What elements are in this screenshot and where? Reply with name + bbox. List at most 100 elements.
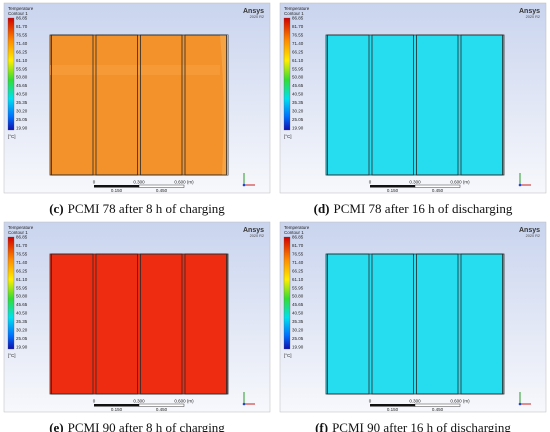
scale-bar — [94, 185, 139, 188]
legend-value: 86.85 — [16, 16, 28, 21]
legend-value: 81.70 — [292, 24, 304, 29]
brand-version: 2020 R2 — [250, 234, 264, 238]
legend-value: 61.10 — [16, 277, 28, 282]
scale-label: 0.450 — [432, 188, 444, 193]
legend-value: 30.20 — [292, 109, 304, 114]
contour-domain — [49, 253, 229, 395]
column — [371, 253, 414, 395]
brand-version: 2020 R2 — [250, 15, 264, 19]
contour-band — [220, 35, 228, 175]
legend-value: 76.55 — [292, 251, 304, 256]
scale-label: 0 — [369, 399, 372, 404]
legend-value: 45.65 — [16, 83, 28, 88]
scale-label: 0.600 (m) — [174, 180, 194, 185]
scale-bar — [370, 185, 415, 188]
caption-label: (e) — [49, 420, 63, 432]
brand-version: 2020 R2 — [526, 15, 540, 19]
scale-label: 0 — [93, 180, 96, 185]
colorbar — [7, 17, 15, 131]
legend-value: 30.20 — [292, 328, 304, 333]
brand-name: Ansys — [243, 227, 264, 234]
legend-value: 40.50 — [16, 311, 28, 316]
legend-value: 61.10 — [292, 277, 304, 282]
legend-value: 50.80 — [16, 294, 28, 299]
scale-label: 0.150 — [387, 188, 399, 193]
triad-origin — [242, 402, 246, 406]
legend-unit: [°C] — [284, 353, 292, 358]
caption-text: PCMI 78 after 16 h of discharging — [334, 201, 513, 216]
triad-origin — [518, 402, 522, 406]
contour-domain — [325, 34, 505, 176]
legend-value: 45.65 — [292, 83, 304, 88]
legend-value: 66.25 — [16, 49, 28, 54]
scale-label: 0.450 — [432, 407, 444, 412]
colorbar — [7, 236, 15, 350]
legend-value: 25.05 — [16, 336, 28, 341]
legend-value: 30.20 — [16, 109, 28, 114]
caption: (f) PCMI 90 after 16 h of discharging — [315, 420, 511, 432]
legend-value: 81.70 — [292, 243, 304, 248]
column — [51, 253, 94, 395]
caption: (d) PCMI 78 after 16 h of discharging — [314, 201, 513, 216]
legend-value: 35.35 — [292, 319, 304, 324]
scale-bar — [414, 403, 461, 407]
legend-value: 66.25 — [16, 268, 28, 273]
legend-value: 66.25 — [292, 49, 304, 54]
triad-origin — [242, 183, 246, 187]
caption: (e) PCMI 90 after 8 h of charging — [49, 420, 225, 432]
brand-name: Ansys — [519, 8, 540, 15]
caption-label: (d) — [314, 201, 330, 216]
legend-value: 76.55 — [16, 32, 28, 37]
legend-subtitle: Contour 1 — [8, 230, 28, 235]
legend-value: 55.95 — [292, 66, 304, 71]
scale-label: 0 — [369, 180, 372, 185]
legend-value: 76.55 — [16, 251, 28, 256]
legend-value: 40.50 — [292, 311, 304, 316]
legend-value: 25.05 — [292, 117, 304, 122]
column — [460, 34, 503, 176]
legend-value: 71.40 — [292, 41, 304, 46]
scale-bar — [138, 184, 185, 188]
column — [95, 253, 138, 395]
legend-value: 35.35 — [16, 100, 28, 105]
scale-label: 0.450 — [156, 407, 168, 412]
legend-value: 76.55 — [292, 32, 304, 37]
scale-label: 0.600 (m) — [450, 180, 470, 185]
scale-label: 0.300 — [409, 180, 421, 185]
column — [184, 34, 227, 176]
legend-title: Temperature — [8, 225, 34, 230]
scale-label: 0.150 — [111, 188, 123, 193]
legend-value: 71.40 — [16, 41, 28, 46]
brand-name: Ansys — [243, 8, 264, 15]
legend-subtitle: Contour 1 — [284, 11, 304, 16]
scale-label: 0.600 (m) — [174, 399, 194, 404]
legend-subtitle: Contour 1 — [8, 11, 28, 16]
column — [140, 253, 183, 395]
legend-unit: [°C] — [8, 353, 16, 358]
column — [184, 253, 227, 395]
column — [95, 34, 138, 176]
legend-value: 55.95 — [16, 285, 28, 290]
legend-value: 55.95 — [292, 285, 304, 290]
legend-value: 55.95 — [16, 66, 28, 71]
column — [460, 253, 503, 395]
column — [371, 34, 414, 176]
legend-unit: [°C] — [284, 134, 292, 139]
scale-bar — [94, 404, 139, 407]
scale-label: 0.300 — [133, 399, 145, 404]
legend-value: 50.80 — [292, 294, 304, 299]
scale-label: 0 — [93, 399, 96, 404]
scale-label: 0.600 (m) — [450, 399, 470, 404]
scale-label: 0.450 — [156, 188, 168, 193]
contour-domain — [49, 34, 229, 176]
column — [416, 253, 459, 395]
brand-name: Ansys — [519, 227, 540, 234]
legend-value: 35.35 — [292, 100, 304, 105]
contour-domain — [325, 253, 505, 395]
legend-value: 66.25 — [292, 268, 304, 273]
legend-value: 61.10 — [292, 58, 304, 63]
legend-value: 19.90 — [16, 345, 28, 350]
column — [327, 34, 370, 176]
